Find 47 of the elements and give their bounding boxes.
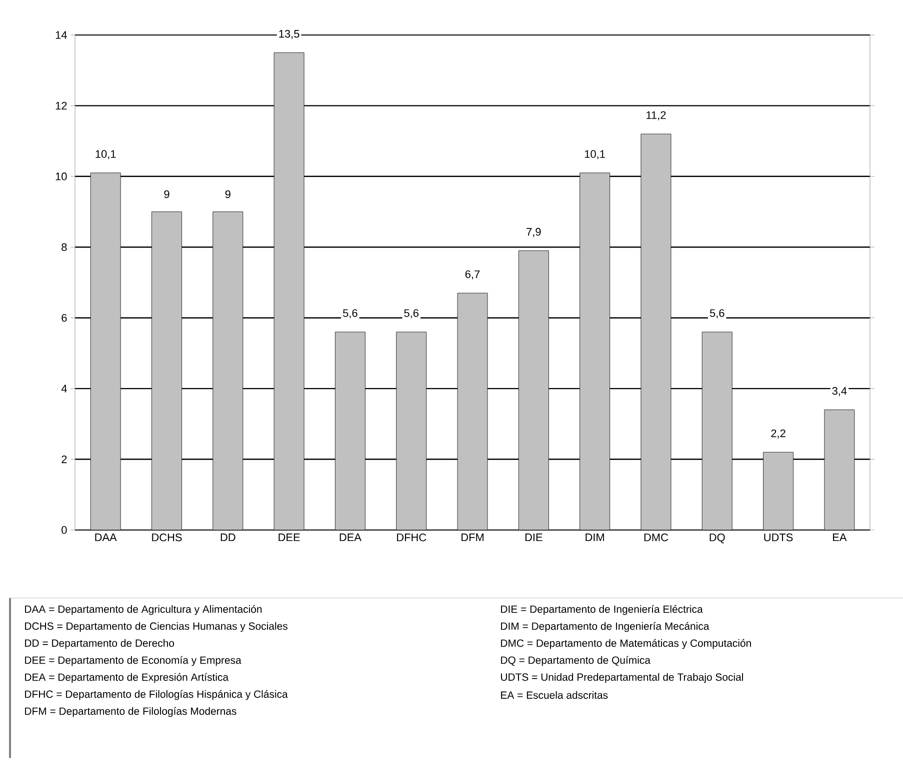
x-tick-label: DEE: [278, 534, 300, 542]
x-tick-label: DIE: [525, 534, 542, 542]
y-tick-label: 4: [61, 384, 67, 392]
text: DFHC = Departamento de Filologías Hispánica y Clásica: [25, 690, 288, 700]
x-tick-label: DMC: [644, 534, 668, 542]
text: DIE = Departamento de Ingeniería Eléctrica: [501, 605, 703, 615]
data-label: 2,2: [771, 429, 786, 439]
x-tick-label: DAA: [95, 534, 117, 542]
x-tick-label: DFM: [462, 534, 484, 542]
data-label: 5,6: [343, 309, 358, 318]
data-label: 6,7: [465, 270, 480, 280]
text: DCHS = Departamento de Ciencias Humanas y Sociales: [25, 622, 288, 632]
data-label: 5,6: [710, 309, 724, 318]
data-label: 7,9: [526, 228, 541, 237]
text: DD = Departamento de Derecho: [25, 639, 174, 649]
data-label: 10,1: [584, 150, 605, 160]
y-tick-label: 2: [62, 455, 67, 464]
text: DAA = Departamento de Agricultura y Alimentación: [25, 605, 262, 615]
x-tick-label: DEA: [340, 534, 362, 542]
data-label: 13,5: [279, 30, 300, 39]
y-tick-label: 12: [56, 102, 67, 110]
x-tick-label: DIM: [586, 534, 604, 542]
x-tick-label: DD: [220, 534, 236, 542]
y-tick-label: 14: [56, 31, 67, 39]
data-label: 5,6: [404, 309, 418, 318]
text: UDTS = Unidad Predepartamental de Trabajo Social: [501, 673, 743, 683]
text: DEA = Departamento de Expresión Artística: [25, 673, 229, 683]
y-tick-label: 8: [62, 243, 67, 252]
x-tick-label: DQ: [710, 534, 725, 544]
text: EA = Escuela adscritas: [501, 691, 608, 699]
y-tick-label: 6: [62, 314, 67, 322]
text: DIM = Departamento de Ingeniería Mecánica: [501, 622, 710, 632]
x-tick-label: EA: [833, 534, 847, 542]
y-tick-label: 0: [62, 526, 67, 534]
text: DQ = Departamento de Química: [501, 656, 650, 666]
x-tick-label: DFHC: [397, 534, 426, 542]
text: DEE = Departamento de Economía y Empresa: [25, 656, 242, 666]
data-label: 3,4: [832, 387, 847, 396]
y-tick-label: 10: [56, 172, 67, 180]
data-label: 10,1: [96, 150, 116, 160]
data-label: 9: [164, 190, 170, 198]
x-tick-label: DCHS: [152, 534, 182, 542]
text: DFM = Departamento de Filologías Modernas: [25, 707, 236, 717]
text: DMC = Departamento de Matemáticas y Computación: [501, 639, 751, 649]
data-label: 9: [225, 190, 230, 198]
x-tick-label: UDTS: [764, 534, 793, 542]
data-label: 11,2: [646, 111, 666, 120]
